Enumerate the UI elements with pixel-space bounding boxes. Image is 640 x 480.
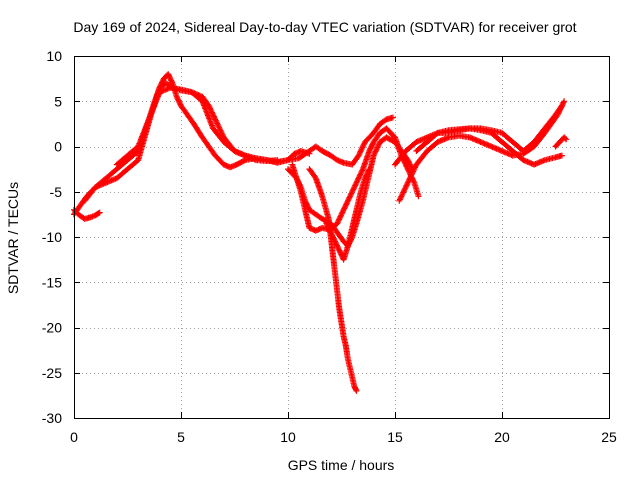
data-point bbox=[360, 143, 367, 149]
y-tick-label: 10 bbox=[46, 48, 62, 64]
data-point bbox=[346, 194, 353, 201]
y-tick-label: -30 bbox=[42, 410, 62, 426]
y-tick-label: -25 bbox=[42, 365, 62, 381]
series-arc-7 bbox=[306, 166, 360, 394]
data-point bbox=[400, 189, 407, 196]
data-point bbox=[210, 112, 217, 119]
y-axis-label: SDTVAR / TECUs bbox=[5, 182, 21, 294]
data-point bbox=[345, 197, 352, 204]
data-point bbox=[354, 178, 361, 185]
data-point bbox=[337, 213, 344, 220]
data-point bbox=[96, 209, 103, 216]
data-point bbox=[358, 168, 365, 175]
data-point bbox=[389, 114, 396, 121]
chart-title: Day 169 of 2024, Sidereal Day-to-day VTE… bbox=[73, 19, 576, 35]
data-point bbox=[563, 136, 570, 143]
data-point bbox=[341, 204, 348, 211]
data-point bbox=[558, 152, 565, 159]
data-point bbox=[350, 185, 357, 192]
data-point bbox=[334, 220, 341, 227]
series-arc-8 bbox=[323, 166, 373, 263]
data-point bbox=[349, 187, 356, 194]
data-point bbox=[560, 99, 567, 106]
data-point bbox=[558, 102, 565, 109]
series-arc-12 bbox=[552, 134, 570, 150]
y-tick-label: 0 bbox=[54, 139, 62, 155]
plot-frame bbox=[74, 56, 610, 419]
x-tick-label: 20 bbox=[494, 429, 510, 445]
x-tick-label: 5 bbox=[177, 429, 185, 445]
data-point bbox=[209, 109, 215, 116]
series-arc-6 bbox=[289, 125, 422, 234]
y-tick-label: -5 bbox=[50, 184, 63, 200]
data-points bbox=[71, 71, 570, 394]
data-point bbox=[562, 135, 569, 142]
data-point bbox=[415, 193, 422, 200]
y-tick-label: -10 bbox=[42, 229, 62, 245]
data-point bbox=[561, 98, 568, 105]
series-arc-11 bbox=[413, 102, 565, 154]
series-arc-4 bbox=[113, 84, 396, 168]
y-tick-label: -20 bbox=[42, 320, 62, 336]
x-tick-label: 10 bbox=[280, 429, 296, 445]
x-tick-label: 25 bbox=[601, 429, 617, 445]
y-tick-label: 5 bbox=[54, 93, 62, 109]
series-arc-1 bbox=[71, 206, 103, 222]
grid bbox=[74, 56, 609, 418]
data-point bbox=[353, 387, 360, 394]
data-point bbox=[338, 210, 345, 217]
data-point bbox=[558, 104, 564, 111]
x-tick-label: 15 bbox=[387, 429, 403, 445]
data-point bbox=[366, 166, 373, 173]
data-point bbox=[402, 162, 409, 169]
y-tick-label: -15 bbox=[42, 274, 62, 290]
x-axis-label: GPS time / hours bbox=[288, 457, 395, 473]
series-arc-10 bbox=[396, 98, 568, 204]
data-point bbox=[343, 201, 350, 208]
x-tick-label: 0 bbox=[70, 429, 78, 445]
